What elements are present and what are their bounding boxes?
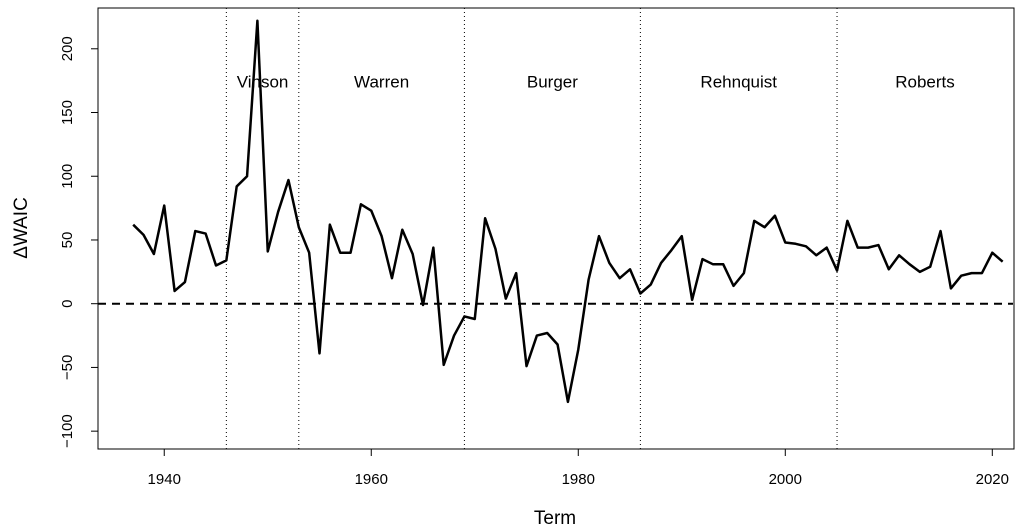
- era-label: Warren: [354, 72, 409, 91]
- y-tick-label: −50: [59, 355, 76, 380]
- era-label: Roberts: [895, 72, 955, 91]
- y-tick-label: −100: [59, 414, 76, 448]
- y-tick-label: 100: [59, 164, 76, 189]
- x-tick-label: 1940: [148, 471, 181, 488]
- plot-frame: [97, 7, 1015, 450]
- era-label: Burger: [527, 72, 578, 91]
- era-label: Rehnquist: [700, 72, 777, 91]
- x-tick-label: 2020: [976, 471, 1009, 488]
- x-axis-label: Term: [534, 508, 576, 529]
- y-tick-label: 200: [59, 36, 76, 61]
- y-tick-label: 0: [59, 300, 76, 308]
- era-label: Vinson: [237, 72, 289, 91]
- x-tick-label: 1980: [562, 471, 595, 488]
- y-axis-label: ΔWAIC: [11, 197, 32, 259]
- y-tick-label: 150: [59, 100, 76, 125]
- x-tick-label: 1960: [355, 471, 388, 488]
- data-line: [132, 19, 1004, 404]
- x-tick-label: 2000: [769, 471, 802, 488]
- y-tick-label: 50: [59, 232, 76, 249]
